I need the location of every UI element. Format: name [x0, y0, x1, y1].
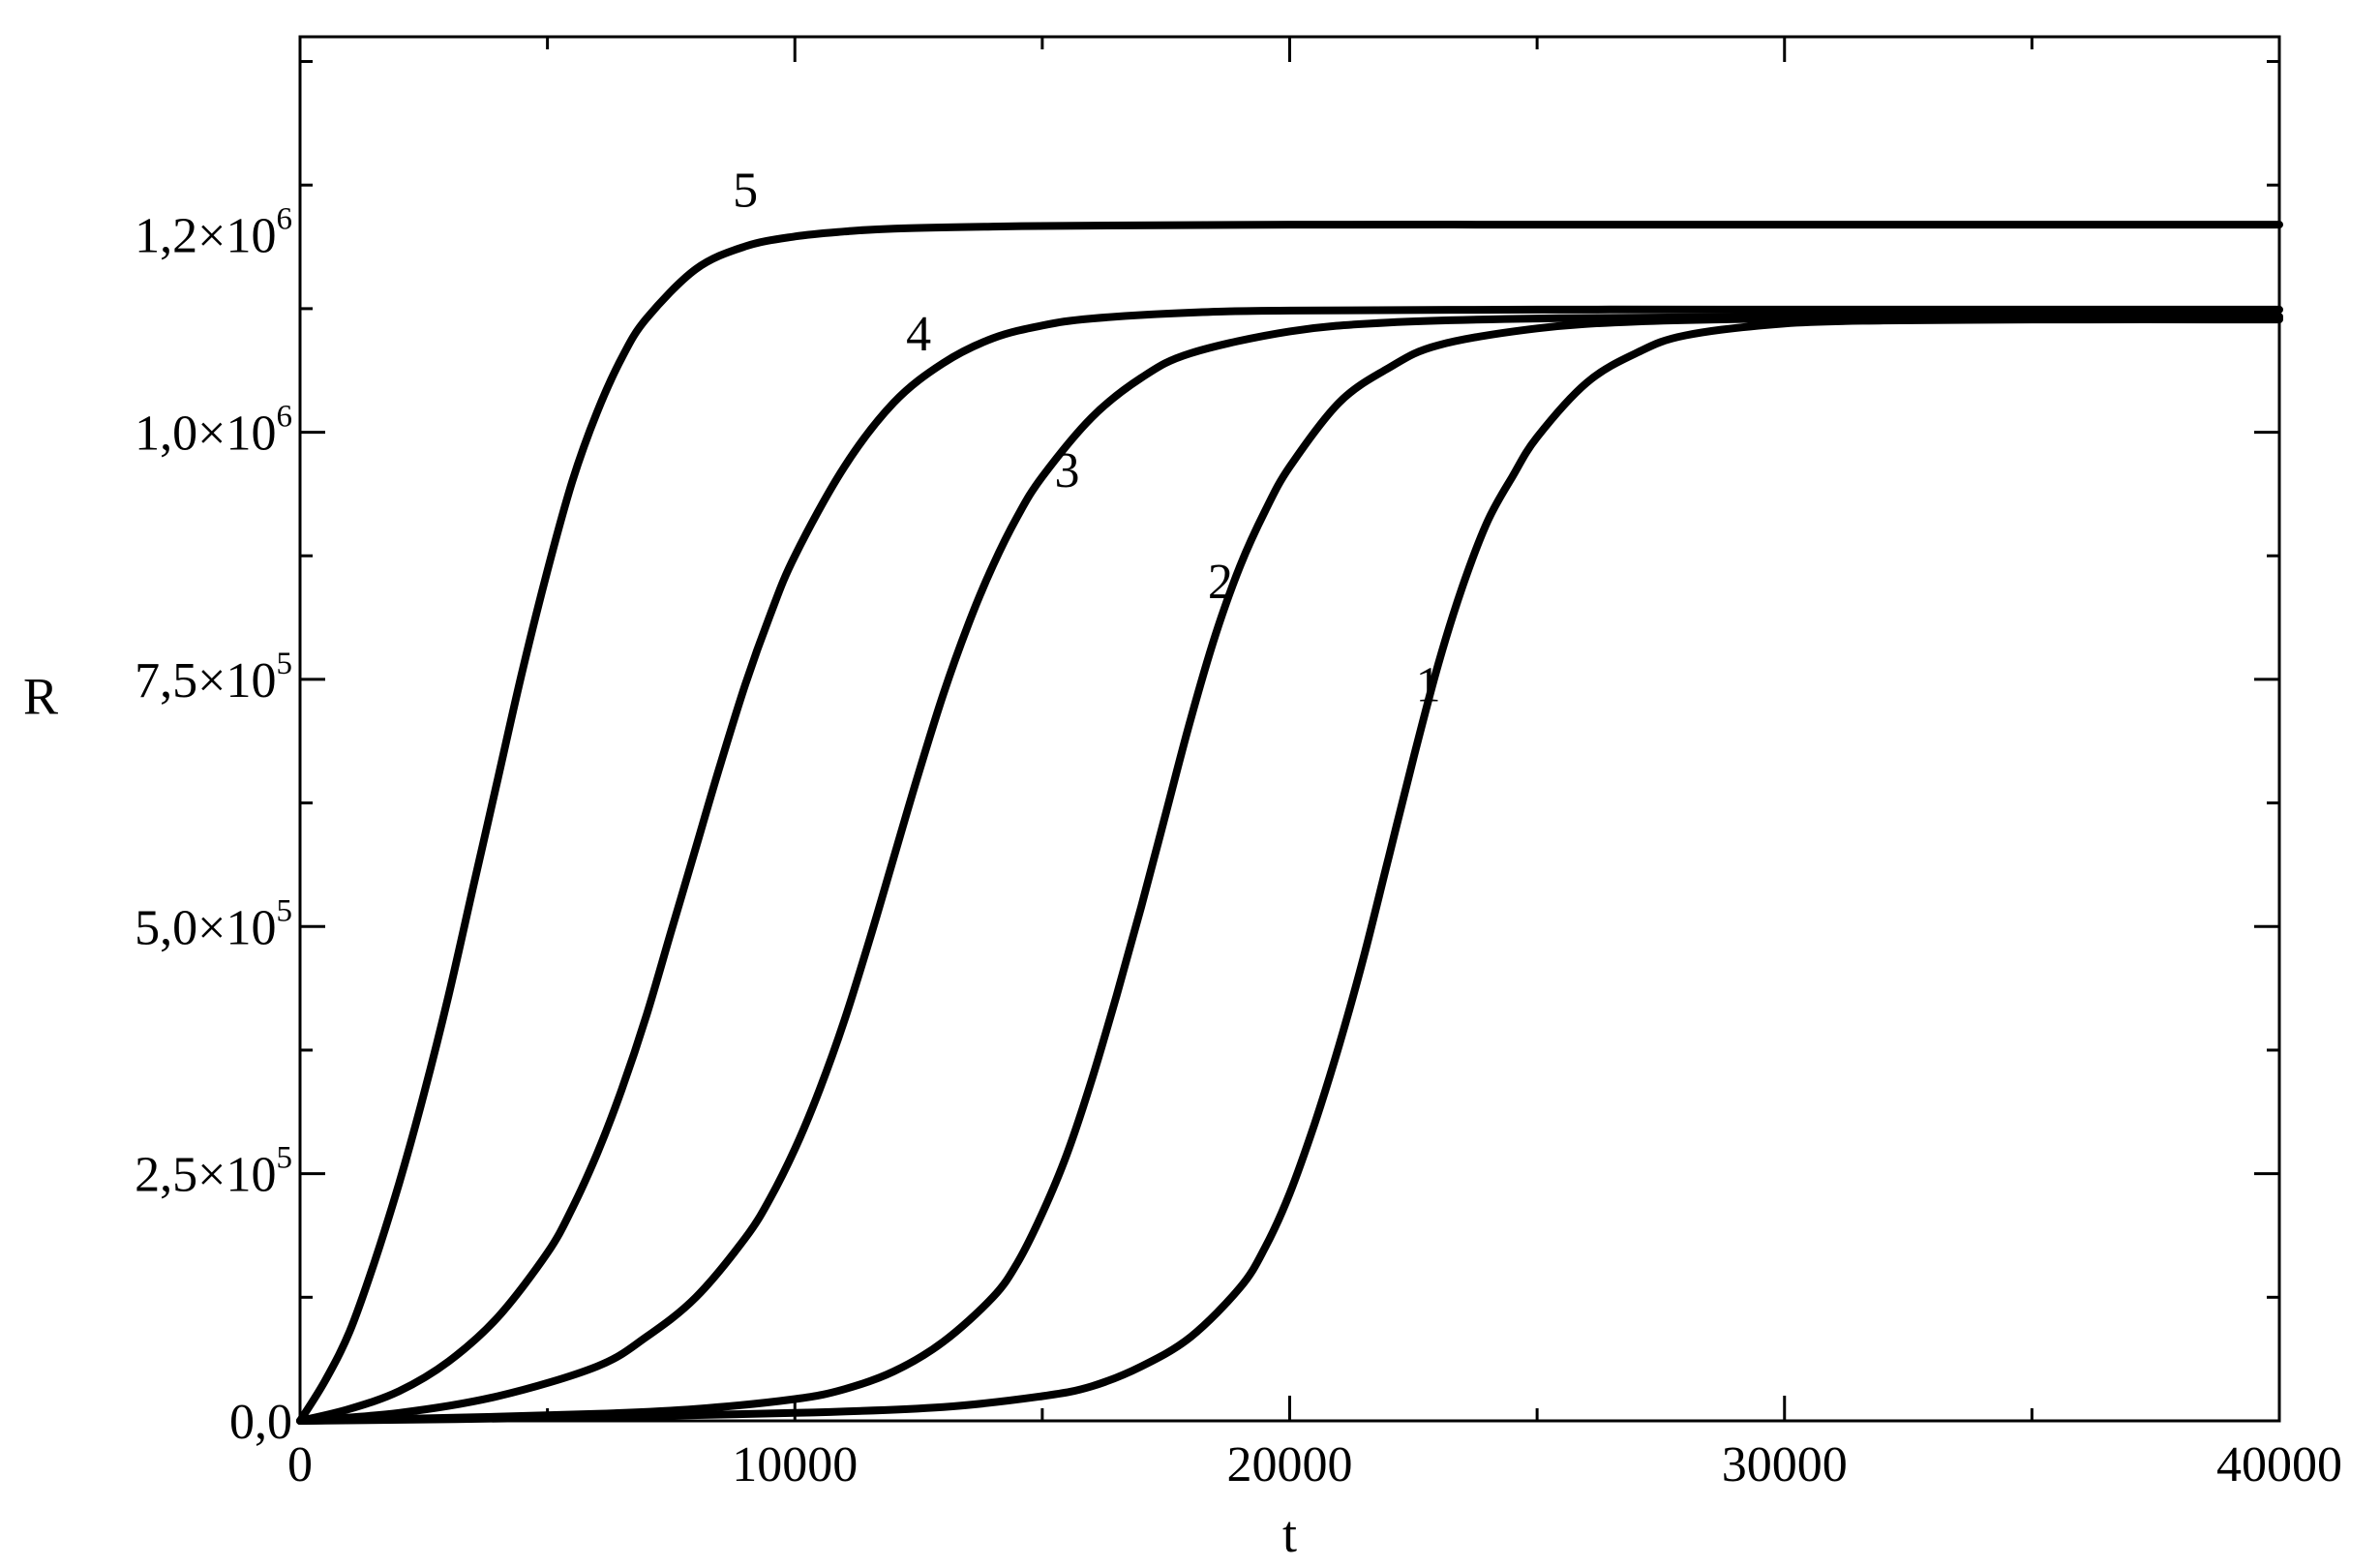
plot-frame — [298, 35, 2281, 1423]
series-1-label: 1 — [1416, 657, 1441, 712]
series-3-label: 3 — [1054, 443, 1079, 498]
y-tick-exponent: 6 — [277, 400, 293, 435]
series-4-label: 4 — [906, 307, 931, 362]
series-2-label: 2 — [1208, 555, 1233, 610]
y-tick-exponent: 5 — [277, 1141, 293, 1176]
y-tick-label: 2,5×105 — [135, 1141, 292, 1203]
series-1-line — [296, 316, 2283, 1425]
y-tick-label: 1,0×106 — [135, 400, 292, 462]
x-tick-label: 30000 — [1722, 1437, 1848, 1492]
y-tick-label: 1,2×106 — [135, 201, 292, 263]
y-tick-exponent: 5 — [277, 893, 293, 928]
y-tick-mantissa: 2,5×10 — [135, 1148, 276, 1203]
series-2-line — [296, 314, 2283, 1425]
x-axis-title: t — [1282, 1505, 1297, 1563]
x-tick-label: 40000 — [2216, 1437, 2342, 1492]
series-5-line — [296, 221, 2283, 1425]
x-tick-label: 10000 — [732, 1437, 858, 1492]
series-3-line — [296, 312, 2283, 1425]
y-tick-label: 0,0 — [229, 1395, 292, 1450]
y-tick-exponent: 6 — [277, 201, 293, 236]
series-5-label: 5 — [733, 164, 758, 219]
y-tick-mantissa: 1,0×10 — [135, 407, 276, 462]
x-tick-label: 20000 — [1227, 1437, 1353, 1492]
tick-labels: 0 10000 20000 30000 400000,02,5×1055,0×1057,… — [135, 201, 2342, 1492]
y-tick-label: 5,0×105 — [135, 893, 292, 955]
x-tick-label: 0 — [287, 1437, 313, 1492]
y-tick-mantissa: 7,5×10 — [135, 653, 276, 708]
series-layer: 1 2 3 4 5 — [296, 164, 2283, 1425]
y-tick-mantissa: 1,2×10 — [135, 208, 276, 263]
y-axis-title: R — [23, 668, 58, 726]
axis-ticks — [298, 37, 2281, 1423]
series-4-line — [296, 305, 2283, 1425]
y-tick-exponent: 5 — [277, 647, 293, 681]
y-tick-mantissa: 5,0×10 — [135, 900, 276, 955]
y-tick-label: 7,5×105 — [135, 647, 292, 708]
